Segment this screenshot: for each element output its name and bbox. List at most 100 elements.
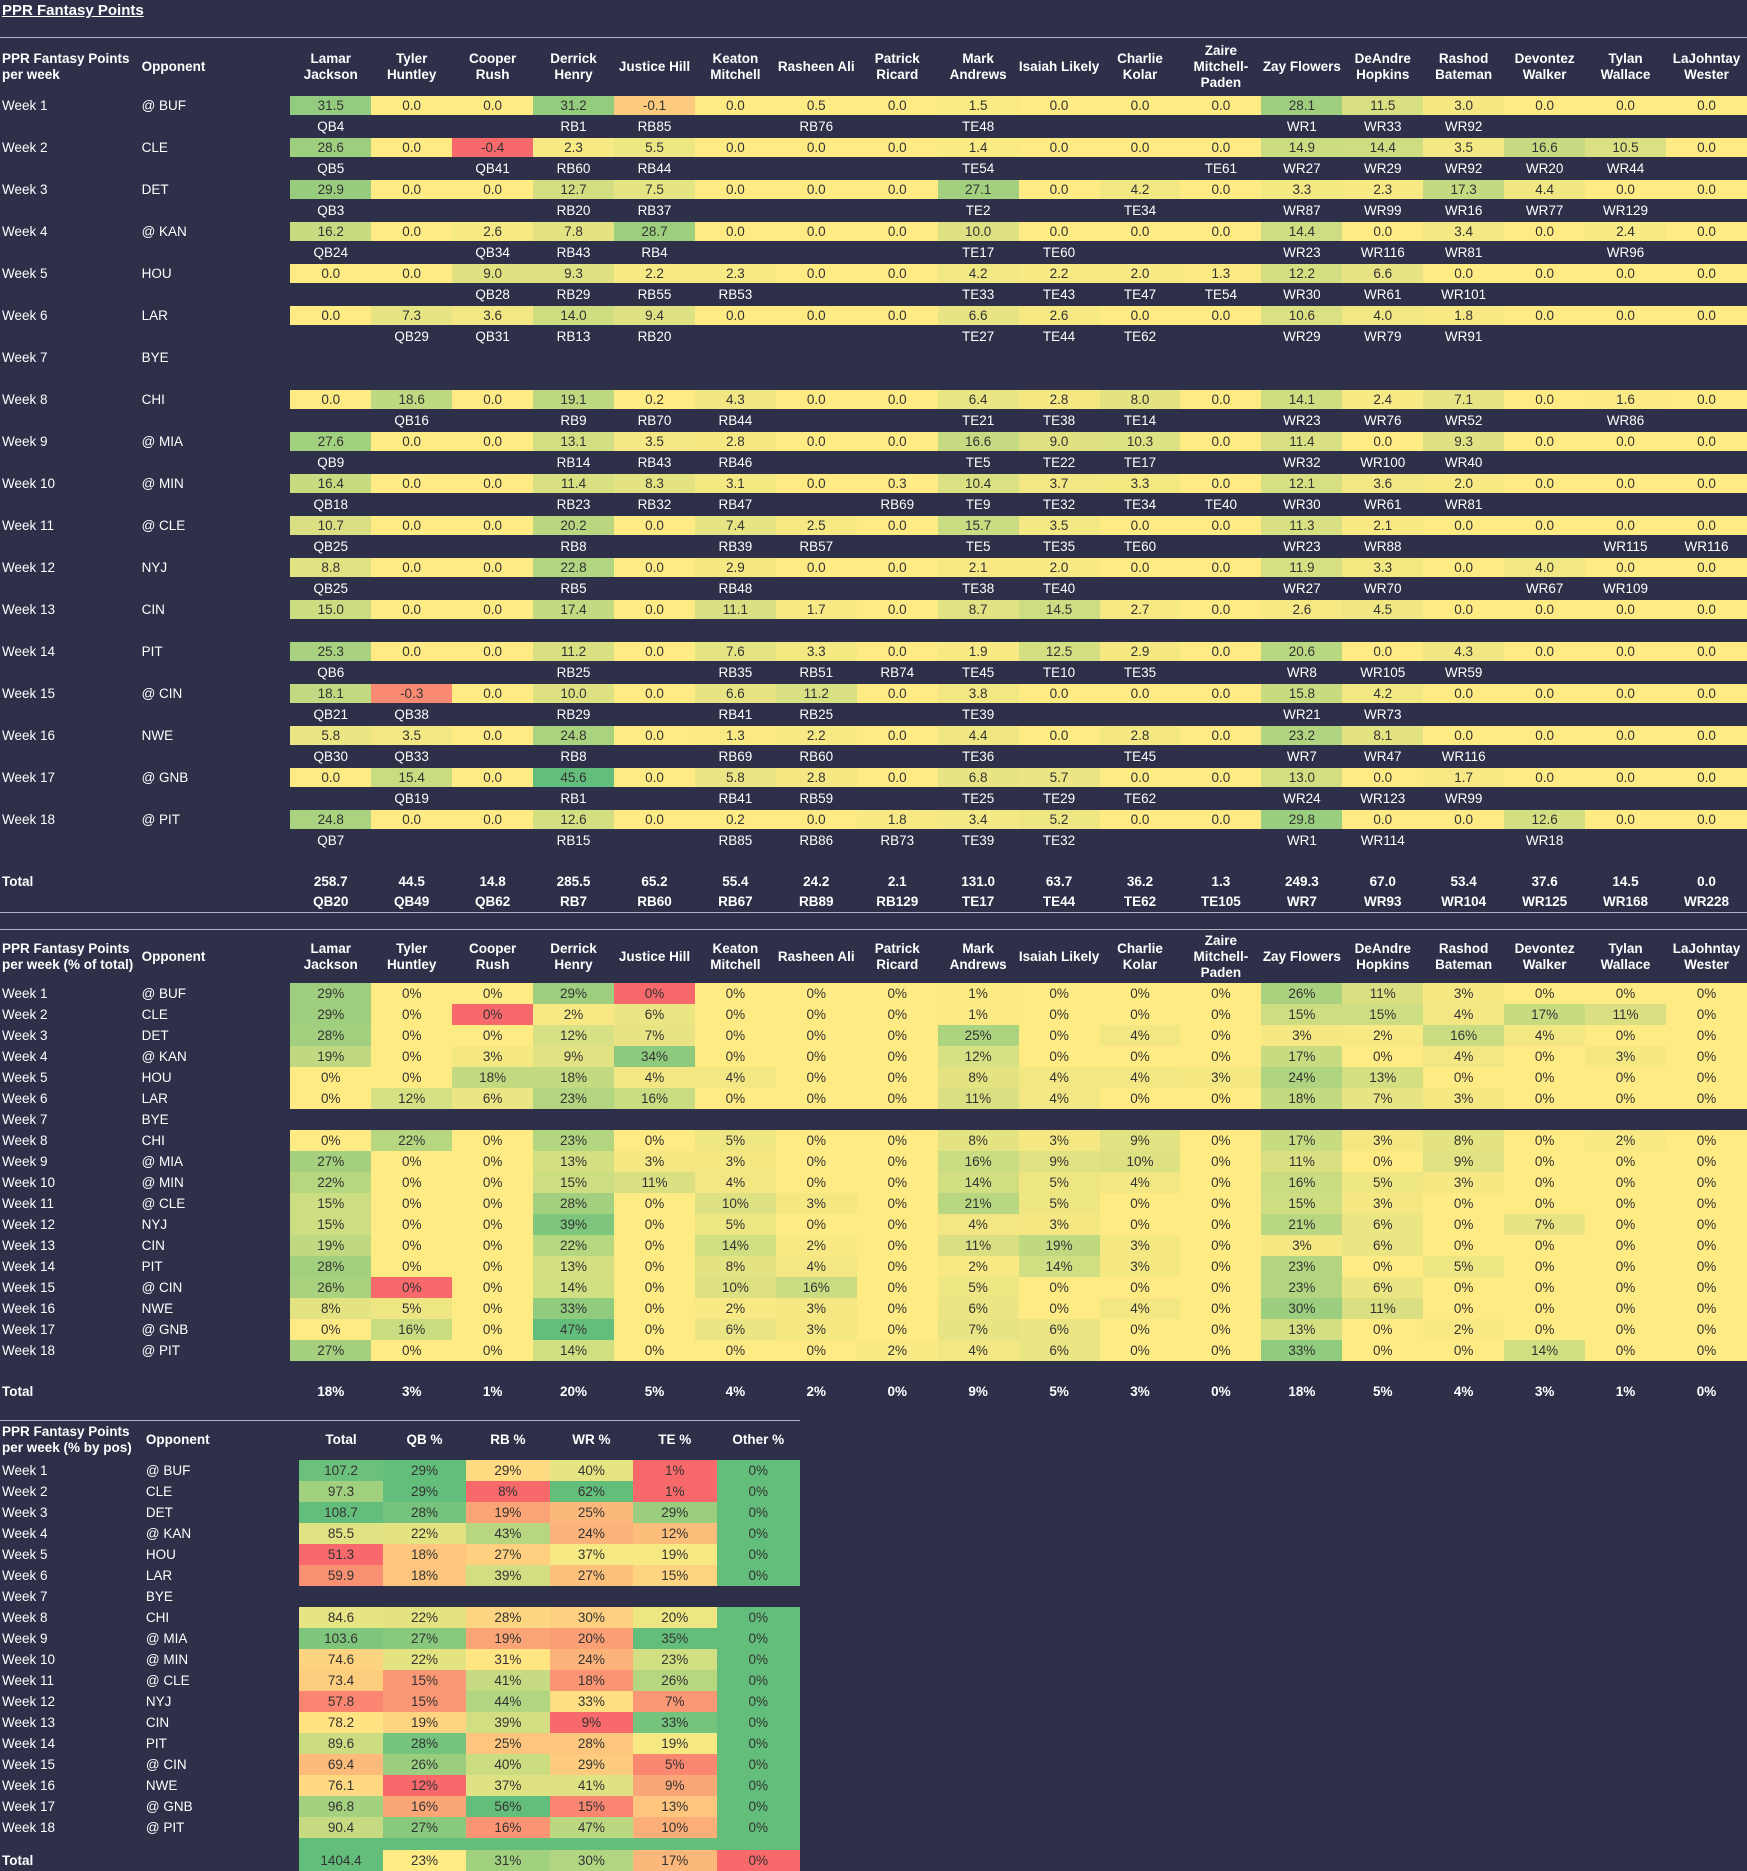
points-cell: 0.0 xyxy=(856,390,938,409)
rank-cell: TE35 xyxy=(1042,539,1076,554)
spacer xyxy=(0,535,140,558)
rank-cell xyxy=(1100,829,1181,852)
position-cell: 0% xyxy=(716,1502,800,1523)
position-cell: 16% xyxy=(382,1796,467,1817)
opponent-label: NYJ xyxy=(145,1694,172,1709)
position-cell: 103.6 xyxy=(299,1628,383,1649)
rank-cell xyxy=(857,577,938,600)
percent-cell: 0% xyxy=(1585,1319,1666,1340)
column-header: RB % xyxy=(490,1432,526,1447)
rank-cell xyxy=(1585,745,1666,768)
percent-cell: 2% xyxy=(1585,1130,1666,1151)
rank-cell: RB29 xyxy=(556,707,591,722)
opponent-label: PIT xyxy=(141,1259,163,1274)
player-header: LaJohntay Wester xyxy=(1672,940,1741,972)
points-cell: 0.0 xyxy=(1585,180,1666,199)
points-cell: 22.8 xyxy=(533,558,614,577)
points-cell: 27.6 xyxy=(290,432,372,451)
rank-cell xyxy=(1019,745,1100,768)
rank-cell xyxy=(695,199,776,222)
opponent-label: LAR xyxy=(141,1091,168,1106)
percent-cell: 29% xyxy=(290,1004,372,1025)
player-header: LaJohntay Wester xyxy=(1672,51,1741,82)
rank-cell: TE48 xyxy=(962,119,995,134)
points-cell: 0.0 xyxy=(1665,474,1747,493)
percent-cell: 0% xyxy=(1504,1151,1586,1172)
rank-cell xyxy=(1504,409,1585,432)
position-cell: 16% xyxy=(466,1817,550,1838)
position-cell: 30% xyxy=(549,1607,634,1628)
percent-cell: 0% xyxy=(775,1130,857,1151)
rank-cell xyxy=(290,367,371,390)
rank-cell xyxy=(614,829,695,852)
percent-cell: 24% xyxy=(1261,1067,1343,1088)
percent-cell: 0% xyxy=(775,1067,857,1088)
player-header: Patrick Ricard xyxy=(874,51,920,82)
position-cell: 18% xyxy=(382,1544,467,1565)
percent-cell: 0% xyxy=(1504,1193,1586,1214)
rank-cell: WR70 xyxy=(1364,581,1402,596)
rank-cell xyxy=(1019,367,1100,390)
week-label: Week 5 xyxy=(2,1070,48,1085)
spacer xyxy=(140,745,291,768)
percent-cell: 0% xyxy=(694,983,776,1004)
points-cell: 0.0 xyxy=(856,726,938,745)
points-cell: 0.0 xyxy=(1504,642,1586,661)
total-cell: 24.2 xyxy=(803,873,830,889)
player-header: Charlie Kolar xyxy=(1117,940,1163,972)
points-cell: 0.0 xyxy=(290,768,372,787)
total-cell: 0% xyxy=(887,1383,907,1399)
rank-row xyxy=(0,367,1747,390)
rank-cell xyxy=(1100,367,1181,390)
percent-cell: 0% xyxy=(1585,1340,1666,1361)
points-cell: 0.0 xyxy=(1099,96,1181,115)
percent-cell: 0% xyxy=(290,1067,372,1088)
total-cell: 63.7 xyxy=(1045,873,1073,889)
points-cell: 0.0 xyxy=(775,222,857,241)
points-cell xyxy=(533,348,614,367)
percent-cell: 0% xyxy=(1665,1256,1747,1277)
total-cell: 1% xyxy=(482,1383,503,1399)
percent-total-table-title: PPR Fantasy Points per week (% of total) xyxy=(2,940,134,972)
points-cell: 0.0 xyxy=(1018,180,1100,199)
percent-cell: 0% xyxy=(452,1298,534,1319)
percent-cell: 0% xyxy=(371,1214,453,1235)
percent-cell: 17% xyxy=(1261,1130,1343,1151)
points-cell: 0.0 xyxy=(1423,726,1505,745)
spacer xyxy=(0,619,140,642)
opponent-label: PIT xyxy=(141,644,163,659)
percent-cell xyxy=(1666,1109,1747,1130)
points-cell: 29.8 xyxy=(1261,810,1343,829)
points-cell: 10.0 xyxy=(533,684,614,703)
points-cell: 0.0 xyxy=(1585,558,1666,577)
rank-cell: WR86 xyxy=(1606,413,1645,428)
percent-cell: 0% xyxy=(856,1067,938,1088)
percent-cell: 0% xyxy=(856,1088,938,1109)
percent-cell: 3% xyxy=(1342,1130,1424,1151)
percent-cell: 0% xyxy=(856,983,938,1004)
rank-cell: TE32 xyxy=(1042,833,1076,848)
week-label: Week 5 xyxy=(2,1547,48,1562)
points-cell: 3.5 xyxy=(371,726,453,745)
rank-cell: WR81 xyxy=(1444,245,1483,260)
rank-cell xyxy=(614,577,695,600)
points-cell xyxy=(857,348,938,367)
percent-cell: 3% xyxy=(1423,1088,1505,1109)
rank-cell: TE39 xyxy=(962,833,995,848)
points-cell: 16.6 xyxy=(1504,138,1586,157)
points-cell: 2.8 xyxy=(775,768,857,787)
percent-cell: 29% xyxy=(533,983,614,1004)
total-cell: 131.0 xyxy=(961,873,996,889)
rank-cell xyxy=(1423,577,1504,600)
position-cell: 18% xyxy=(382,1565,467,1586)
points-cell xyxy=(1423,348,1504,367)
percent-cell: 0% xyxy=(856,1130,938,1151)
percent-cell: 16% xyxy=(1423,1025,1505,1046)
position-cell: 0% xyxy=(716,1481,800,1502)
rank-cell xyxy=(1180,535,1261,558)
points-cell: 0.0 xyxy=(1342,222,1424,241)
percent-cell: 23% xyxy=(533,1088,614,1109)
rank-row: QB5 QB41 RB60 RB44 TE54 TE61 WR27 WR29 WR92 WR20 W… xyxy=(0,157,1747,180)
percent-cell: 0% xyxy=(1423,1214,1505,1235)
percent-cell: 0% xyxy=(694,1340,776,1361)
